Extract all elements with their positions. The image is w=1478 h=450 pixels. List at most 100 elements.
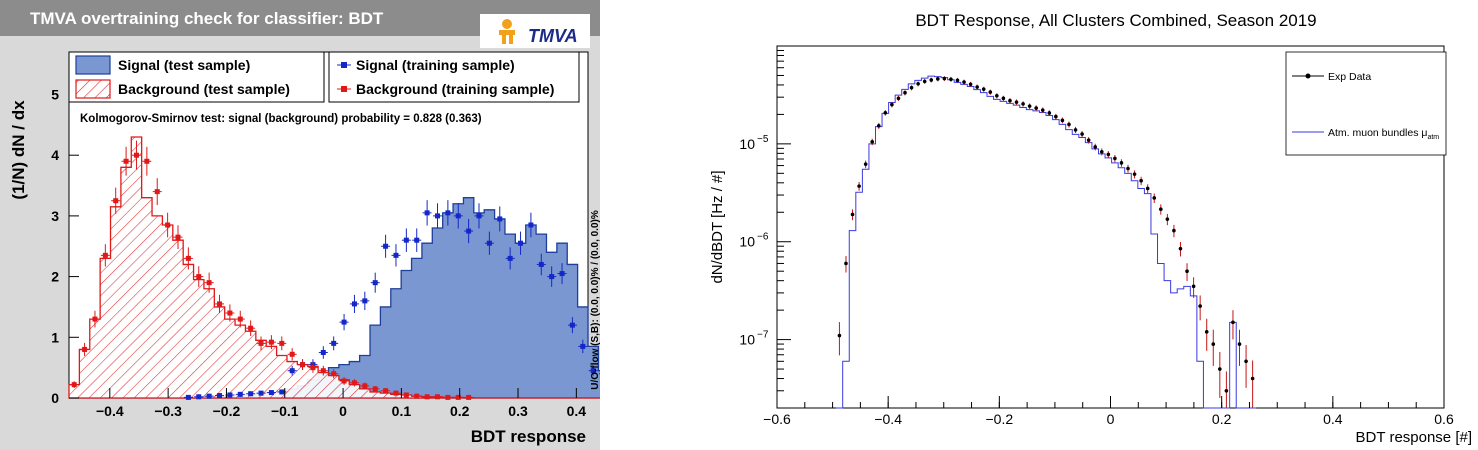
data-point xyxy=(922,79,927,84)
x-tick-label: −0.4 xyxy=(96,403,124,419)
x-tick-label: −0.1 xyxy=(271,403,299,419)
x-tick-label: 0.2 xyxy=(450,403,470,419)
data-point xyxy=(916,81,920,86)
background-train-point xyxy=(424,394,430,400)
data-point xyxy=(1159,207,1163,211)
background-train-point xyxy=(82,346,88,352)
background-train-point xyxy=(154,189,160,195)
data-point xyxy=(909,85,914,90)
x-tick-label: 0 xyxy=(1107,411,1115,427)
signal-train-point xyxy=(549,274,555,280)
y-tick-label: 10 xyxy=(739,332,755,348)
data-point xyxy=(1218,367,1222,371)
data-point xyxy=(1250,376,1255,381)
signal-train-point xyxy=(289,368,295,374)
background-train-point xyxy=(102,252,108,258)
x-tick-label: 0.4 xyxy=(1323,411,1343,427)
x-axis-label-right: BDT response [#] xyxy=(1356,429,1472,446)
background-train-point xyxy=(92,316,98,322)
signal-train-point xyxy=(486,240,492,246)
background-train-point xyxy=(331,371,337,377)
data-point xyxy=(1211,342,1216,346)
legend-signal-test-swatch xyxy=(75,55,111,75)
y-axis-label-right: dN/dBDT [Hz / #] xyxy=(709,170,726,283)
background-train-point xyxy=(133,152,139,158)
legend-test xyxy=(68,51,325,103)
data-point xyxy=(929,78,934,82)
x-tick-label: 0 xyxy=(339,403,347,419)
signal-train-point xyxy=(237,391,243,397)
background-train-point xyxy=(227,310,233,316)
signal-train-point xyxy=(497,216,503,222)
x-tick-label: 0.4 xyxy=(567,403,587,419)
data-point xyxy=(1113,156,1117,161)
data-point xyxy=(896,96,901,101)
tmva-logo: TMVA xyxy=(480,14,590,48)
signal-train-point xyxy=(372,280,378,286)
data-point xyxy=(1040,108,1045,112)
tmva-overtraining-panel: TMVA overtraining check for classifier: … xyxy=(0,0,600,450)
signal-train-point xyxy=(320,349,326,355)
data-point xyxy=(1244,359,1248,364)
background-train-point xyxy=(258,340,264,346)
chart-title-right: BDT Response, All Clusters Combined, Sea… xyxy=(915,11,1316,30)
signal-train-point xyxy=(434,213,440,219)
y-tick-label: 1 xyxy=(51,329,59,345)
background-train-point xyxy=(144,158,150,164)
signal-train-point xyxy=(476,213,482,219)
legend-right xyxy=(1285,51,1447,156)
legend-data: Exp Data xyxy=(1328,71,1371,83)
data-point xyxy=(870,139,875,144)
signal-train-point xyxy=(268,390,274,396)
background-train-point xyxy=(268,339,274,345)
y-tick-exponent: −6 xyxy=(757,232,769,243)
data-point xyxy=(876,123,881,128)
data-point xyxy=(1021,102,1025,106)
data-point xyxy=(981,87,986,91)
background-train-point xyxy=(310,365,316,371)
legend-signal-train-marker xyxy=(337,62,351,68)
background-train-point xyxy=(165,222,171,228)
ks-test-text: Kolmogorov-Smirnov test: signal (backgro… xyxy=(80,113,482,125)
signal-train-point xyxy=(258,390,264,396)
x-tick-label: −0.2 xyxy=(213,403,241,419)
x-tick-label: 0.3 xyxy=(508,403,528,419)
x-tick-label: 0.6 xyxy=(1434,411,1454,427)
signal-train-point xyxy=(580,343,586,349)
signal-train-point xyxy=(559,271,565,277)
data-point xyxy=(1093,145,1098,149)
data-point xyxy=(942,76,947,81)
data-point xyxy=(837,333,842,338)
background-train-point xyxy=(71,382,77,388)
x-tick-label: −0.2 xyxy=(986,411,1014,427)
background-train-point xyxy=(372,386,378,392)
y-tick-label: 5 xyxy=(51,86,59,102)
data-point xyxy=(1165,217,1170,221)
signal-train-point xyxy=(351,301,357,307)
tmva-chart: TMVA overtraining check for classifier: … xyxy=(0,0,600,446)
signal-train-point xyxy=(206,393,212,399)
background-train-point xyxy=(196,274,202,280)
signal-train-point xyxy=(414,237,420,243)
data-point xyxy=(962,80,966,84)
x-axis-label: BDT response xyxy=(471,427,586,446)
background-train-point xyxy=(185,255,191,261)
signal-train-point xyxy=(590,368,596,374)
data-point xyxy=(857,184,861,188)
data-point xyxy=(1073,128,1078,132)
legend-mc: Atm. muon bundles μatm xyxy=(1328,127,1439,141)
data-point xyxy=(1086,138,1091,143)
legend-background-test: Background (test sample) xyxy=(118,81,290,97)
data-point xyxy=(936,77,940,81)
data-point xyxy=(1008,98,1012,103)
y-axis-label: (1/N) dN / dx xyxy=(9,100,28,200)
x-tick-label: −0.6 xyxy=(763,411,791,427)
data-point xyxy=(1126,166,1130,171)
background-train-point xyxy=(341,378,347,384)
background-train-point xyxy=(175,234,181,240)
y-tick-label: 3 xyxy=(51,208,59,224)
y-tick-exponent: −5 xyxy=(757,134,769,145)
data-point xyxy=(1106,152,1111,157)
background-train-point xyxy=(113,198,119,204)
signal-train-point xyxy=(507,255,513,261)
